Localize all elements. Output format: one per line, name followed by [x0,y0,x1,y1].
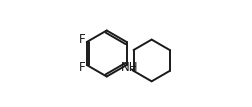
Text: NH: NH [120,61,138,74]
Text: F: F [79,33,86,46]
Text: F: F [79,61,86,74]
